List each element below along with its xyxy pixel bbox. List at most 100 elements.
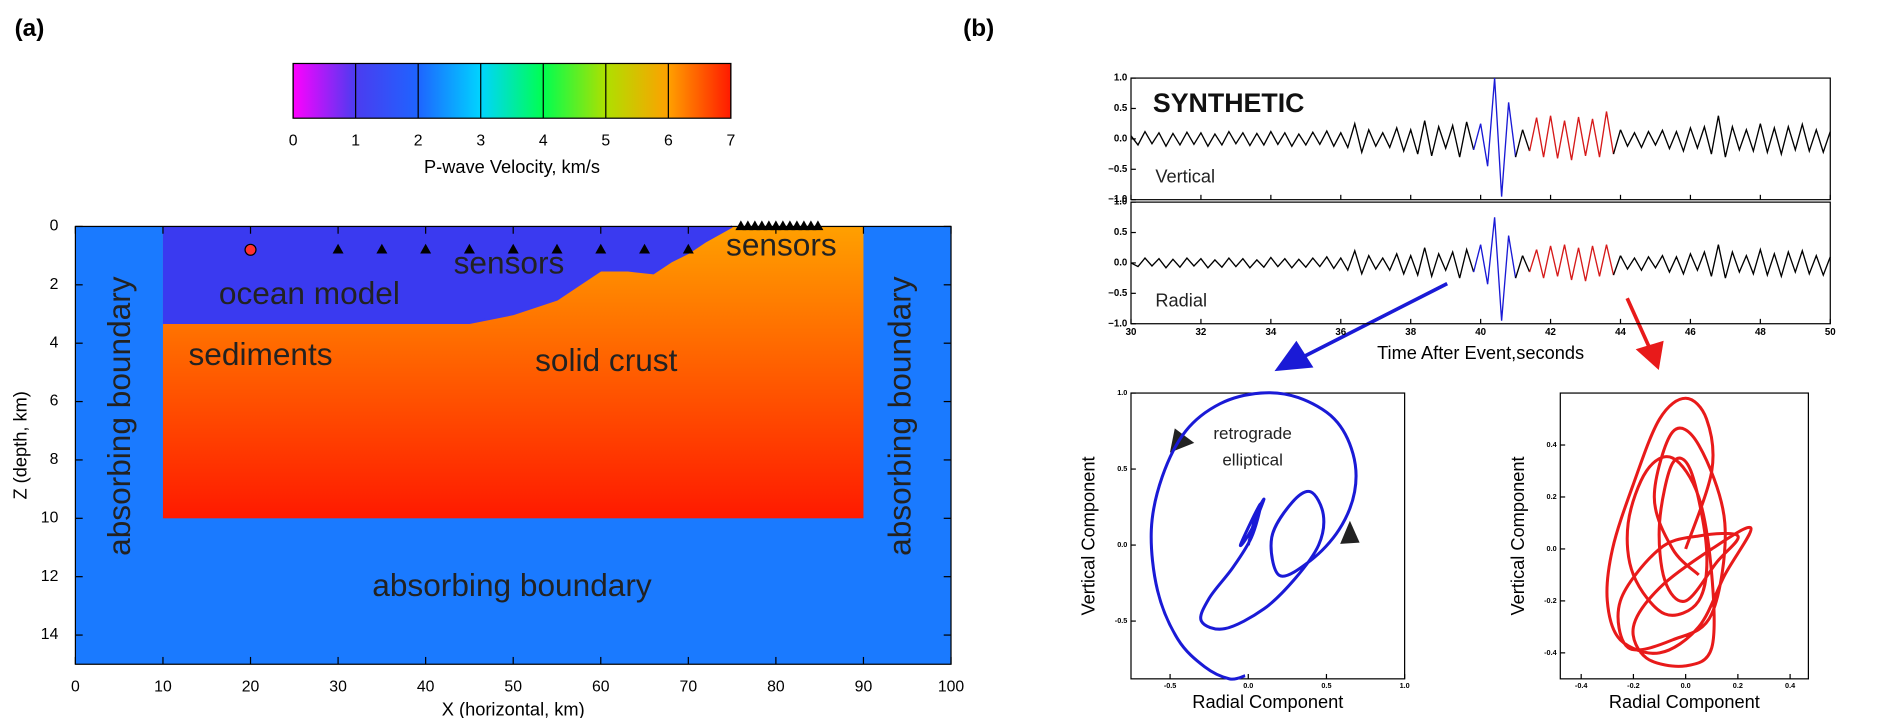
sensor	[376, 243, 388, 254]
sensor	[763, 220, 775, 231]
colorbar-tick-label: 5	[601, 132, 610, 149]
trace	[1535, 111, 1615, 161]
y-tick-label: 6	[50, 393, 59, 410]
x-axis-label: Time After Event,seconds	[1377, 342, 1584, 363]
y-tick-label: 1.0	[1114, 73, 1128, 84]
colorbar-tick-label: 4	[539, 132, 548, 149]
colorbar	[292, 62, 732, 119]
sensor	[812, 220, 824, 231]
sensor	[463, 243, 475, 254]
trace-frame	[1130, 201, 1831, 325]
sensor	[507, 243, 519, 254]
ocean	[162, 226, 733, 323]
trace-connector	[1514, 255, 1524, 279]
trace	[1130, 247, 1475, 279]
x-tick-label: 90	[855, 679, 873, 696]
trace	[1479, 78, 1517, 197]
y-tick-label: 10	[41, 509, 59, 526]
red-arrow-shaft	[1625, 297, 1651, 348]
x-tick-label: 100	[938, 679, 965, 696]
x-tick-label: 20	[242, 679, 260, 696]
x-tick-label: -0.5	[1164, 681, 1177, 690]
x-axis-label: X (horizontal, km)	[442, 698, 585, 718]
trace	[1130, 120, 1475, 158]
annotation: elliptical	[1222, 451, 1283, 470]
source	[244, 243, 257, 256]
y-tick-label: −0.5	[1108, 164, 1128, 175]
x-tick-label: 36	[1335, 327, 1346, 338]
y-tick-label: 0.0	[1117, 540, 1127, 549]
crust-label: solid crust	[535, 342, 678, 378]
y-tick-label: -0.5	[1115, 616, 1128, 625]
y-tick-label: −1.0	[1108, 194, 1127, 205]
boundary-label: absorbing boundary	[372, 567, 652, 603]
red-arrow-head	[1635, 340, 1664, 370]
y-axis-label: Z (depth, km)	[10, 391, 31, 499]
sensor	[791, 220, 803, 231]
trace-name: Vertical	[1155, 166, 1215, 187]
sensor	[742, 220, 754, 231]
y-tick-label: 0.0	[1114, 257, 1128, 268]
x-tick-label: 60	[592, 679, 610, 696]
sediments-label: sediments	[188, 336, 332, 372]
blue-arrow-head	[1274, 340, 1314, 372]
sensor	[798, 220, 810, 231]
x-tick-label: 34	[1265, 327, 1276, 338]
annotation: retrograde	[1213, 424, 1292, 443]
x-tick-label: 70	[680, 679, 698, 696]
sensor	[756, 220, 768, 231]
y-tick-label: 1.0	[1114, 197, 1128, 208]
sensor	[784, 220, 796, 231]
x-tick-label: 80	[767, 679, 785, 696]
y-tick-label: −0.5	[1108, 288, 1128, 299]
colorbar-tick-label: 1	[351, 132, 360, 149]
colorbar-tick-label: 7	[726, 132, 735, 149]
x-tick-label: 46	[1685, 327, 1696, 338]
boundary-label: absorbing boundary	[882, 276, 918, 556]
blue-arrow-shaft	[1302, 281, 1449, 359]
x-tick-label: 0.0	[1243, 681, 1253, 690]
x-tick-label: 50	[504, 679, 522, 696]
x-axis-label: Radial Component	[1192, 691, 1343, 712]
sensor	[777, 220, 789, 231]
colorbar-tick-label: 3	[476, 132, 485, 149]
y-tick-label: 0.5	[1114, 103, 1128, 114]
y-tick-label: 0	[50, 218, 59, 235]
x-tick-label: 38	[1405, 327, 1416, 338]
sensors-label: sensors	[726, 226, 837, 262]
trace-connector	[1612, 129, 1622, 155]
y-tick-label: -0.2	[1544, 596, 1557, 605]
trace-connector	[1514, 129, 1524, 158]
y-tick-label: 8	[50, 451, 59, 468]
particle-motion	[1149, 391, 1358, 681]
y-tick-label: 2	[50, 276, 59, 293]
x-tick-label: 42	[1545, 327, 1556, 338]
x-tick-label: 40	[417, 679, 435, 696]
y-tick-label: 1.0	[1117, 388, 1127, 397]
y-tick-label: 4	[50, 334, 59, 351]
x-tick-label: 48	[1755, 327, 1766, 338]
panel-label: (b)	[963, 15, 994, 42]
sensor	[595, 243, 607, 254]
x-tick-label: 50	[1825, 327, 1836, 338]
sensors-label: sensors	[454, 245, 565, 281]
trace	[1619, 115, 1831, 158]
x-tick-label: -0.2	[1627, 681, 1640, 690]
sensor	[639, 243, 651, 254]
y-tick-label: 14	[41, 626, 59, 643]
sensor	[735, 220, 747, 231]
y-axis-label: Vertical Component	[1077, 456, 1098, 615]
y-tick-label: 0.5	[1114, 227, 1128, 238]
x-tick-label: 32	[1196, 327, 1207, 338]
trace	[1521, 255, 1531, 273]
x-axis-label: Radial Component	[1609, 691, 1760, 712]
ocean-label: ocean model	[219, 275, 400, 311]
title: SYNTHETIC	[1153, 88, 1305, 118]
sensor	[551, 243, 563, 254]
colorbar-tick-label: 0	[289, 132, 298, 149]
x-tick-label: 1.0	[1400, 681, 1410, 690]
y-tick-label: −1.0	[1108, 318, 1127, 329]
curve-direction-arrow	[1340, 520, 1360, 544]
